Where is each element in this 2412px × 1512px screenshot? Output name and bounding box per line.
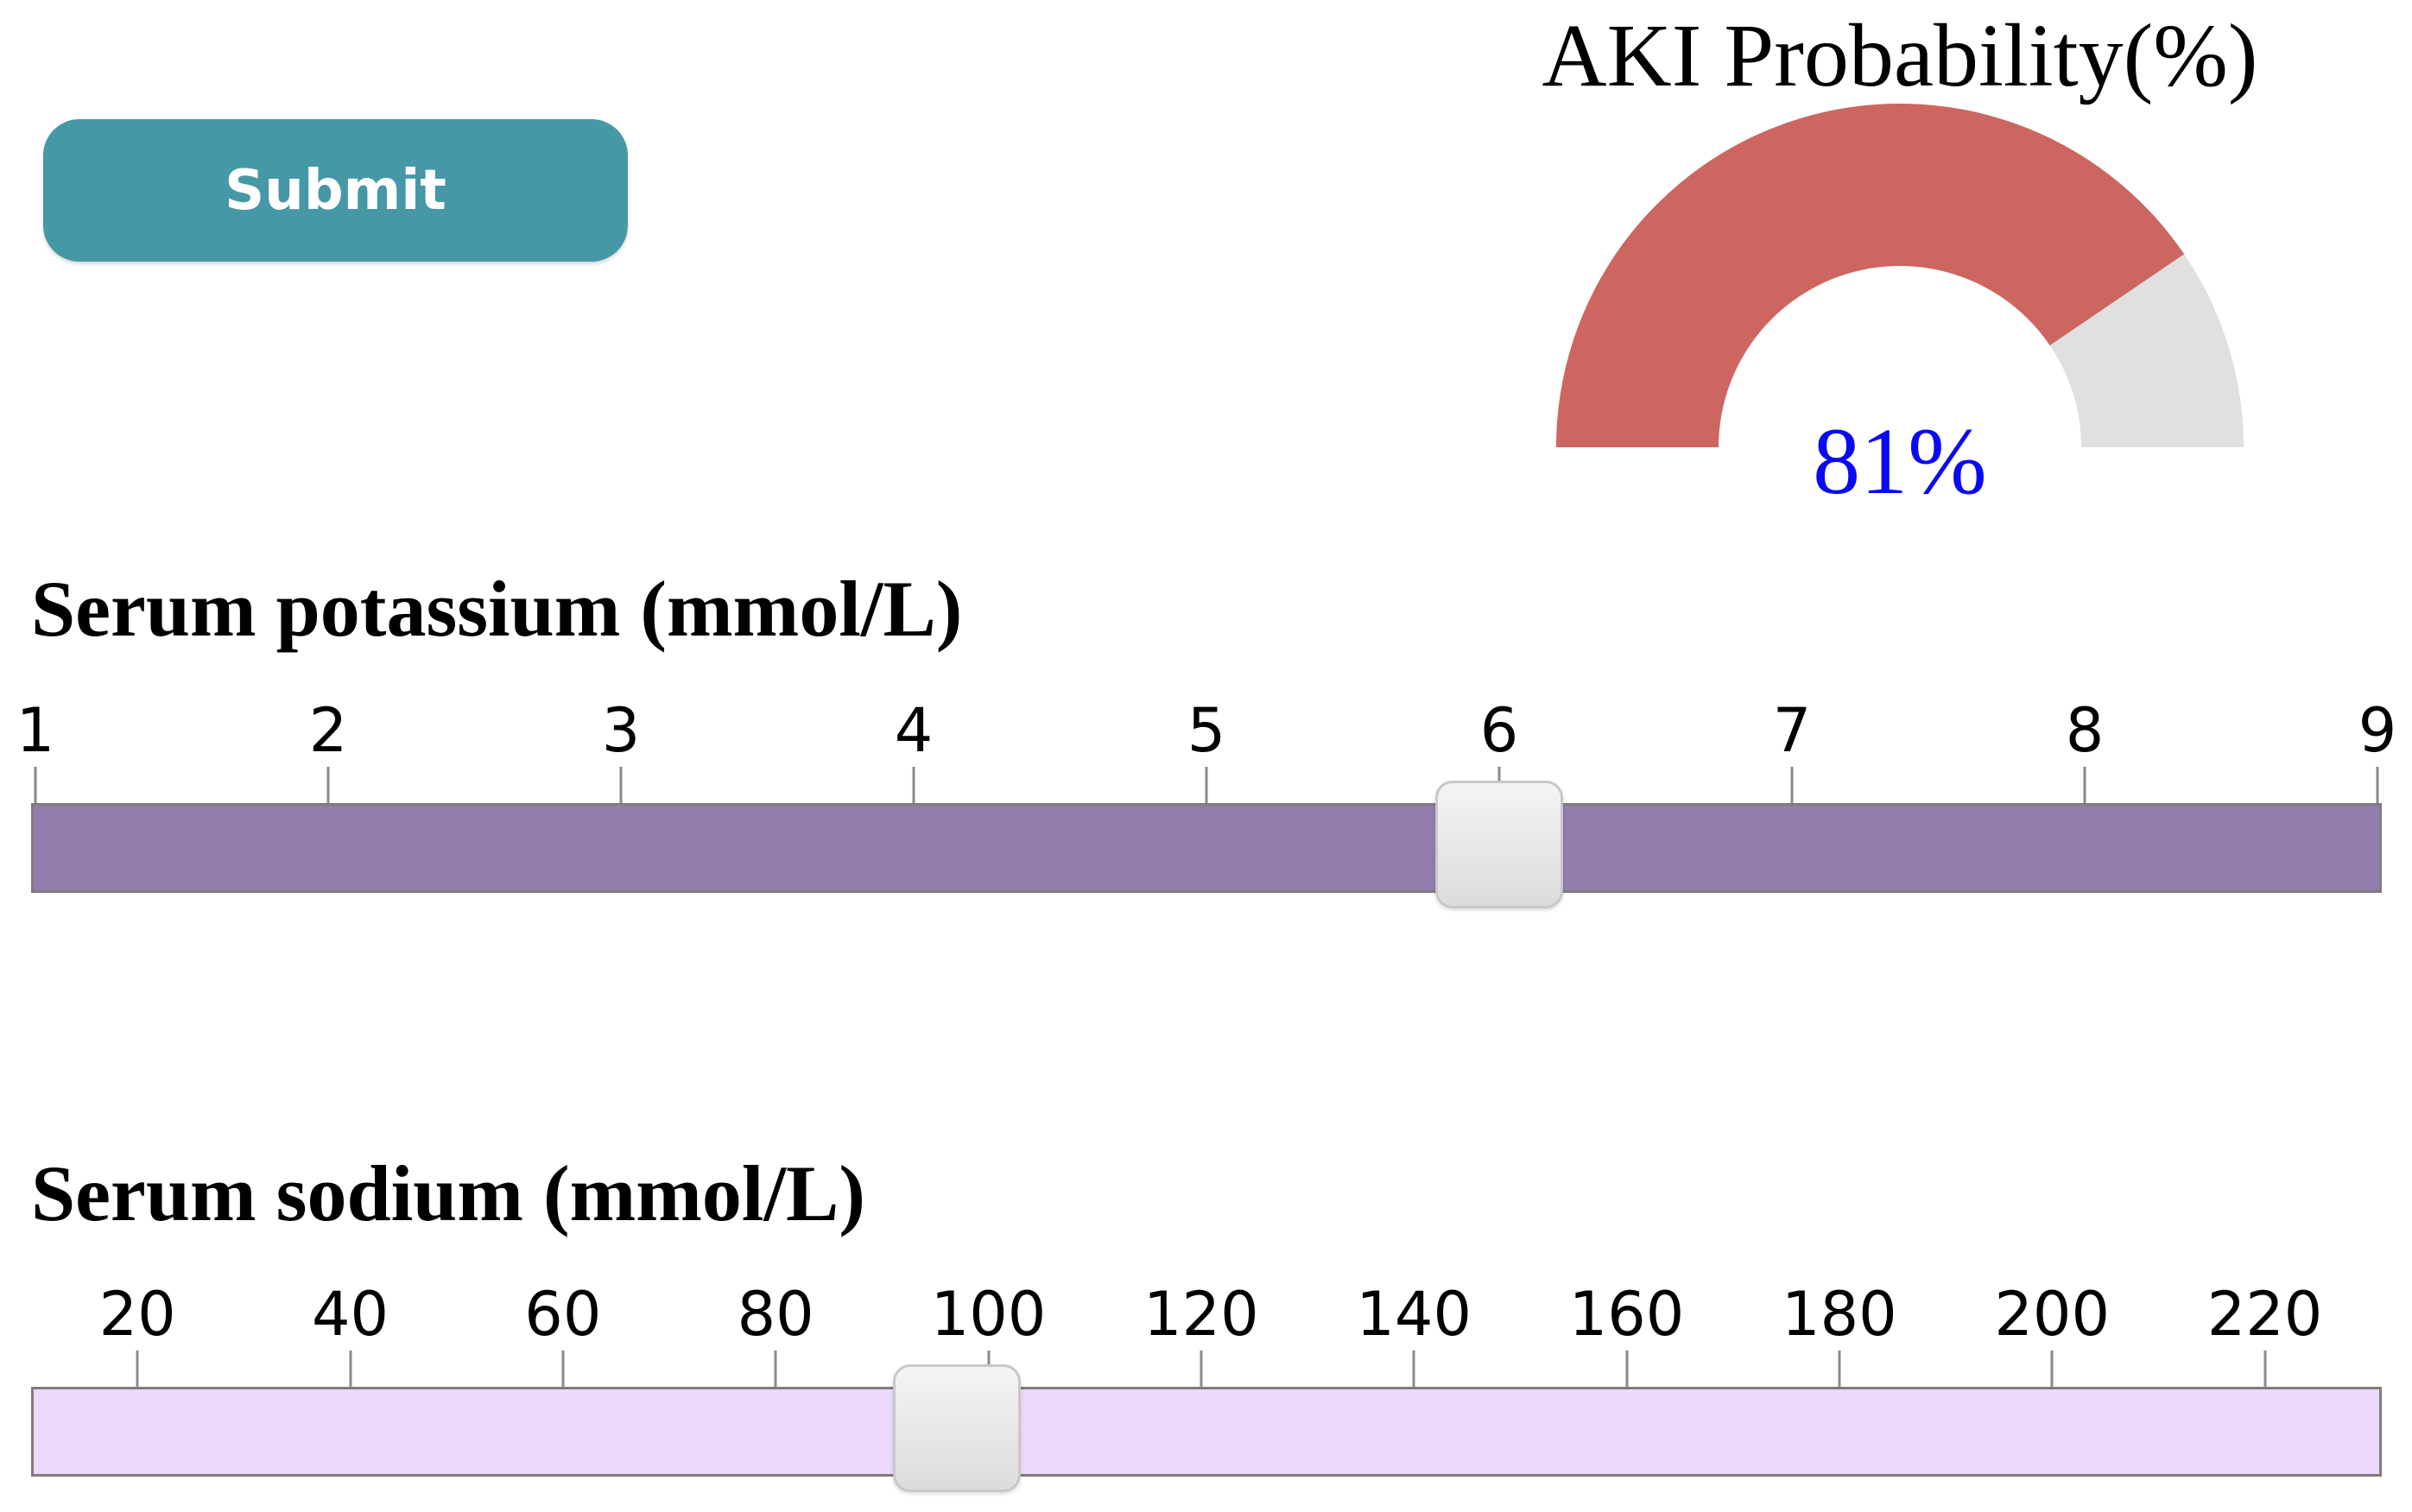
- sodium-tick-label: 180: [1782, 1279, 1897, 1350]
- sodium-tick-mark: [561, 1351, 565, 1389]
- potassium-tick-label: 9: [2358, 695, 2397, 766]
- potassium-tick-mark: [326, 767, 330, 805]
- gauge-value-text: 81%: [1813, 408, 1987, 514]
- potassium-tick-label: 8: [2065, 695, 2105, 766]
- potassium-tick-mark: [1205, 767, 1208, 805]
- potassium-tick-mark: [619, 767, 623, 805]
- potassium-tick-label: 6: [1479, 695, 1519, 766]
- sodium-tick-label: 40: [311, 1279, 389, 1350]
- sodium-tick-label: 160: [1568, 1279, 1685, 1350]
- gauge-value-arc: [1556, 104, 2185, 448]
- sodium-tick-mark: [1838, 1351, 1841, 1389]
- sodium-tick-mark: [1625, 1351, 1628, 1389]
- sodium-tick-mark: [2263, 1351, 2267, 1389]
- gauge-title: AKI Probability(%): [1542, 6, 2258, 105]
- sodium-label: Serum sodium (mmol/L): [31, 1149, 865, 1237]
- sodium-tick-label: 200: [1994, 1279, 2110, 1350]
- potassium-label: Serum potassium (mmol/L): [31, 565, 963, 653]
- potassium-tick-label: 4: [894, 695, 934, 766]
- potassium-tick-label: 1: [16, 695, 55, 766]
- potassium-tick-label: 3: [601, 695, 641, 766]
- potassium-track[interactable]: [31, 803, 2382, 893]
- sodium-tick-label: 220: [2206, 1279, 2323, 1350]
- potassium-tick-label: 5: [1187, 695, 1226, 766]
- potassium-tick-mark: [34, 767, 37, 805]
- sodium-tick-label: 120: [1143, 1279, 1259, 1350]
- sodium-slider-handle[interactable]: [892, 1364, 1021, 1492]
- sodium-tick-mark: [774, 1351, 777, 1389]
- potassium-tick-row: 1 2 3 4 5 6 7 8 9: [16, 694, 2396, 805]
- potassium-tick-label: 7: [1772, 695, 1812, 766]
- sodium-tick-label: 20: [98, 1279, 176, 1350]
- sodium-slider[interactable]: 20 40 60 80 100 120 140 160 180 200 220: [31, 1278, 2382, 1503]
- sodium-tick-mark: [349, 1351, 351, 1389]
- sodium-tick-mark: [136, 1351, 139, 1389]
- potassium-tick-mark: [2083, 767, 2086, 805]
- potassium-tick-mark: [912, 767, 915, 805]
- sodium-tick-label: 140: [1356, 1279, 1472, 1350]
- sodium-tick-label: 80: [737, 1279, 814, 1350]
- sodium-tick-mark: [1200, 1351, 1203, 1389]
- sodium-tick-label: 100: [930, 1279, 1047, 1350]
- aki-probability-gauge: 81%: [1556, 104, 2244, 514]
- sodium-track[interactable]: [31, 1387, 2382, 1477]
- potassium-tick-mark: [2376, 767, 2379, 805]
- potassium-slider[interactable]: 1 2 3 4 5 6 7 8 9: [16, 694, 2396, 919]
- sodium-tick-label: 60: [524, 1279, 602, 1350]
- sodium-tick-row: 20 40 60 80 100 120 140 160 180 200 220: [31, 1278, 2382, 1389]
- potassium-tick-label: 2: [308, 695, 348, 766]
- sodium-tick-mark: [2050, 1351, 2054, 1389]
- sodium-tick-mark: [1412, 1351, 1415, 1389]
- potassium-slider-handle[interactable]: [1435, 781, 1563, 908]
- submit-button[interactable]: Submit: [43, 119, 628, 262]
- potassium-tick-mark: [1790, 767, 1794, 805]
